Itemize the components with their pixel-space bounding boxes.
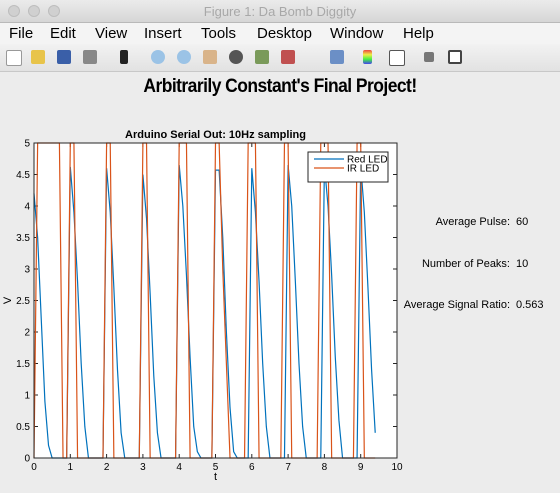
y-tick-label: 1.5 xyxy=(16,359,30,370)
y-tick-label: 2.5 xyxy=(16,296,30,307)
x-tick-label: 7 xyxy=(285,462,291,473)
dock-icon[interactable] xyxy=(448,50,462,64)
x-tick-label: 9 xyxy=(358,462,364,473)
legend-label: Red LED xyxy=(347,155,388,166)
y-tick-label: 0 xyxy=(24,454,30,465)
y-axis-label: V xyxy=(2,296,14,304)
menu-item[interactable]: Tools xyxy=(201,25,237,42)
legend-icon[interactable] xyxy=(389,50,405,66)
x-tick-label: 6 xyxy=(249,462,255,473)
toolbar xyxy=(0,44,560,72)
new-icon[interactable] xyxy=(6,50,22,66)
y-tick-label: 5 xyxy=(24,139,30,150)
y-tick-label: 4.5 xyxy=(16,170,30,181)
menu-item[interactable]: Help xyxy=(403,25,434,42)
y-tick-label: 3 xyxy=(24,265,30,276)
info-label: Average Pulse: xyxy=(435,216,510,228)
x-tick-label: 3 xyxy=(140,462,146,473)
info-label: Average Signal Ratio: xyxy=(403,299,510,311)
colorbar-icon[interactable] xyxy=(363,50,372,64)
zoom-out-icon[interactable] xyxy=(177,50,191,64)
rotate-icon[interactable] xyxy=(229,50,243,64)
menu-bar: File Edit View Insert Tools Desktop Window Help xyxy=(0,23,560,44)
brush-icon[interactable] xyxy=(281,50,295,64)
x-tick-label: 0 xyxy=(31,462,37,473)
x-tick-label: 8 xyxy=(322,462,328,473)
info-value: 0.563 xyxy=(516,299,544,311)
legend-label: IR LED xyxy=(347,164,379,175)
pointer-icon[interactable] xyxy=(120,50,128,64)
minimize-button[interactable] xyxy=(28,5,40,17)
menu-item[interactable]: View xyxy=(95,25,128,42)
y-tick-label: 2 xyxy=(24,328,30,339)
axes-box xyxy=(33,142,398,459)
pan-icon[interactable] xyxy=(203,50,217,64)
y-tick-label: 0.5 xyxy=(16,422,30,433)
info-value: 60 xyxy=(516,216,529,228)
x-tick-label: 2 xyxy=(104,462,110,473)
print-icon[interactable] xyxy=(83,50,97,64)
x-tick-label: 1 xyxy=(68,462,74,473)
window-title: Figure 1: Da Bomb Diggity xyxy=(203,4,357,19)
chart-title: Arduino Serial Out: 10Hz sampling xyxy=(125,129,306,141)
title-bar: Figure 1: Da Bomb Diggity xyxy=(0,0,560,23)
x-tick-label: 4 xyxy=(176,462,182,473)
save-icon[interactable] xyxy=(57,50,71,64)
info-label: Number of Peaks: xyxy=(421,258,510,270)
zoom-in-icon[interactable] xyxy=(151,50,165,64)
link-icon[interactable] xyxy=(330,50,344,64)
datacursor-icon[interactable] xyxy=(255,50,269,64)
legend-box xyxy=(307,151,389,183)
menu-item[interactable]: Desktop xyxy=(257,25,313,42)
y-tick-label: 4 xyxy=(24,202,30,213)
x-tick-label: 5 xyxy=(213,462,219,473)
y-tick-label: 3.5 xyxy=(16,233,30,244)
y-tick-label: 1 xyxy=(24,391,30,402)
menu-item[interactable]: File xyxy=(9,25,34,42)
info-value: 10 xyxy=(516,258,529,270)
heading: Arbitrarily Constant's Final Project! xyxy=(143,76,417,97)
open-icon[interactable] xyxy=(31,50,45,64)
hide-tools-icon[interactable] xyxy=(424,52,434,62)
zoom-button[interactable] xyxy=(48,5,60,17)
menu-item[interactable]: Edit xyxy=(50,25,76,42)
x-tick-label: 10 xyxy=(391,462,403,473)
menu-item[interactable]: Window xyxy=(330,25,384,42)
x-axis-label: t xyxy=(214,471,217,483)
menu-item[interactable]: Insert xyxy=(144,25,182,42)
close-button[interactable] xyxy=(8,5,20,17)
